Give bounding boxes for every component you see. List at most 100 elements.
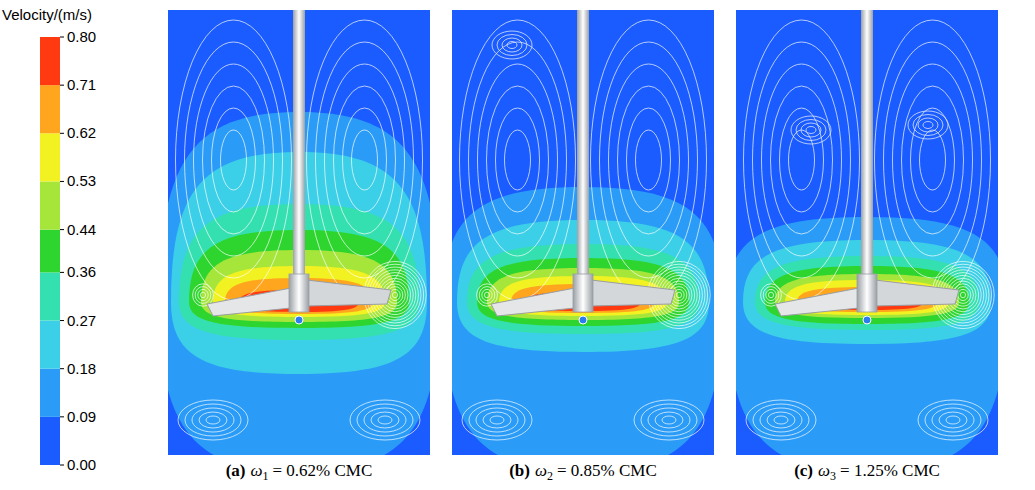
streamline <box>477 284 498 306</box>
streamline <box>185 42 283 278</box>
streamline <box>199 412 227 428</box>
streamline <box>325 64 405 256</box>
streamline <box>676 292 681 298</box>
streamline <box>316 42 414 278</box>
colorbar-band <box>40 321 60 369</box>
colorbar-band <box>40 133 60 181</box>
caption-index: 2 <box>547 469 553 483</box>
streamline <box>609 64 689 256</box>
shaft <box>577 10 589 282</box>
colorbar-band <box>40 230 60 273</box>
streamline <box>198 289 208 300</box>
streamline <box>908 111 948 139</box>
streamline <box>801 123 821 137</box>
streamline <box>918 400 988 440</box>
caption-letter: (b) <box>509 461 530 480</box>
streamline <box>502 38 522 52</box>
blade <box>591 280 675 306</box>
streamline <box>478 64 558 256</box>
colorbar-band <box>40 181 60 229</box>
caption-text: = 0.85% CMC <box>557 461 657 480</box>
streamline <box>200 292 205 298</box>
streamline <box>350 400 420 440</box>
caption-symbol: ω <box>251 461 263 480</box>
panel-caption: (c)ω3= 1.25% CMC <box>794 461 940 483</box>
streamline <box>343 108 387 212</box>
streamline <box>482 289 492 300</box>
streamline <box>884 42 982 278</box>
colorbar-tick-label: 0.27 <box>67 312 96 329</box>
blade <box>307 280 391 306</box>
colorbar-tick <box>60 416 64 417</box>
colorbar-tick-label: 0.44 <box>67 221 96 238</box>
streamline <box>469 404 525 436</box>
streamline <box>923 122 933 129</box>
colorbar-tick-label: 0.36 <box>67 263 96 280</box>
streamline <box>203 86 265 234</box>
streamline <box>762 64 842 256</box>
colorbar-title: Velocity/(m/s) <box>2 6 92 23</box>
streamline <box>195 287 211 304</box>
streamline <box>193 284 214 306</box>
streamline <box>492 31 532 59</box>
streamline <box>893 64 973 256</box>
colorbar-tick <box>60 37 64 38</box>
hub <box>289 274 309 312</box>
streamline <box>918 118 938 132</box>
blade <box>207 288 291 316</box>
streamline <box>390 289 400 300</box>
streamline <box>487 86 549 234</box>
streamline <box>221 130 247 190</box>
streamline <box>634 400 704 440</box>
caption-symbol: ω <box>818 461 830 480</box>
panel <box>736 10 998 455</box>
streamline <box>960 292 965 298</box>
panel-caption: (b) ω2 = 0.85% CMC <box>509 461 657 483</box>
streamline <box>176 20 292 300</box>
colorbar-band <box>40 37 60 85</box>
streamline <box>766 289 776 300</box>
streamline <box>674 289 684 300</box>
streamline <box>483 412 511 428</box>
colorbar-band <box>40 369 60 417</box>
caption-text: = 1.25% CMC <box>840 461 940 480</box>
velocity-contour <box>775 274 959 318</box>
streamline <box>958 289 968 300</box>
streamline <box>774 416 788 424</box>
colorbar-tick <box>60 133 64 134</box>
streamline <box>352 130 378 190</box>
streamline <box>591 20 707 300</box>
streamline <box>780 108 824 212</box>
figure: Velocity/(m/s)0.000.090.180.270.360.440.… <box>0 0 1035 490</box>
colorbar-tick-label: 0.80 <box>67 28 96 45</box>
streamline <box>490 416 504 424</box>
streamline <box>627 108 671 212</box>
streamline <box>460 20 576 300</box>
streamline <box>600 42 698 278</box>
streamline <box>789 130 815 190</box>
streamline <box>763 287 779 304</box>
streamline <box>746 400 816 440</box>
streamline <box>212 108 256 212</box>
shaft <box>861 10 873 282</box>
blade <box>775 288 859 316</box>
streamline <box>636 130 662 190</box>
colorbar-tick <box>60 368 64 369</box>
streamline <box>753 42 851 278</box>
streamline <box>662 416 676 424</box>
colorbar-band <box>40 272 60 320</box>
streamline <box>357 404 413 436</box>
colorbar-tick <box>60 181 64 182</box>
streamline <box>334 86 396 234</box>
velocity-contour <box>487 268 679 320</box>
panel <box>168 10 430 455</box>
colorbar-tick <box>60 272 64 273</box>
streamline <box>744 20 860 300</box>
bottom-dot <box>295 316 303 324</box>
caption-symbol: ω <box>535 461 547 480</box>
streamline <box>497 35 527 56</box>
streamline <box>206 416 220 424</box>
blade <box>491 288 575 316</box>
colorbar-tick <box>60 465 64 466</box>
colorbar-tick-label: 0.00 <box>67 456 96 473</box>
